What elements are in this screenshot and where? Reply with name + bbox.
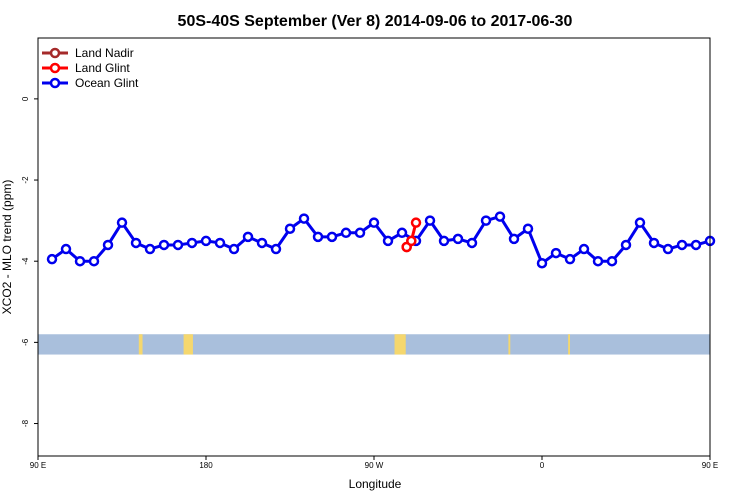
ocean-glint-point: [634, 217, 646, 228]
legend-marker-ocean-glint: [49, 77, 61, 89]
ocean-glint-point: [46, 253, 58, 265]
y-tick-label: -2: [21, 176, 30, 184]
ocean-glint-point: [74, 255, 86, 267]
ocean-glint-point: [508, 233, 520, 245]
y-tick-label: 0: [21, 96, 30, 101]
series-layer: [46, 211, 716, 269]
ocean-glint-point: [130, 237, 142, 249]
ocean-glint-point: [200, 235, 212, 247]
ocean-glint-point: [690, 239, 702, 251]
ocean-glint-point: [522, 223, 534, 234]
land-patch-0: [138, 334, 143, 355]
x-axis-label: Longitude: [349, 477, 402, 491]
ocean-glint-point: [550, 247, 562, 259]
ocean-glint-point: [158, 239, 170, 251]
legend-marker-land-nadir: [49, 47, 61, 59]
y-axis-label: XCO2 - MLO trend (ppm): [0, 180, 14, 315]
ocean-glint-point: [466, 237, 478, 249]
ocean-glint-point: [648, 237, 660, 249]
ocean-glint-point: [326, 231, 338, 243]
ocean-glint-point: [270, 243, 282, 255]
chart-title: 50S-40S September (Ver 8) 2014-09-06 to …: [178, 13, 573, 30]
ocean-glint-point: [396, 227, 408, 239]
ocean-glint-point: [60, 243, 72, 255]
ocean-glint-point: [242, 231, 254, 243]
land-patch-4: [568, 334, 570, 355]
ocean-glint-point: [186, 237, 198, 249]
x-axis-ticks: 90 E 180 90 W 0 90 E: [30, 456, 718, 470]
ocean-glint-point: [88, 255, 100, 267]
ocean-glint-point: [102, 239, 114, 251]
ocean-glint-point: [256, 237, 268, 249]
ocean-glint-point: [494, 211, 506, 222]
x-tick-label: 90 W: [365, 461, 384, 470]
y-tick-label: -8: [21, 419, 30, 427]
ocean-glint-point: [284, 223, 296, 234]
ocean-glint-point: [228, 243, 240, 255]
legend-label-ocean-glint: Ocean Glint: [75, 76, 139, 90]
ocean-glint-point: [620, 239, 632, 251]
x-tick-label: 180: [199, 461, 213, 470]
ocean-glint-point: [662, 243, 674, 255]
x-tick-label: 90 E: [30, 461, 46, 470]
legend-label-land-nadir: Land Nadir: [75, 46, 134, 60]
ocean-glint-point: [438, 235, 450, 247]
legend-marker-land-glint: [49, 62, 61, 74]
ocean-glint-point: [536, 257, 548, 269]
ocean-glint-point: [480, 215, 492, 226]
ocean-glint-point: [172, 239, 184, 251]
x-tick-label: 0: [540, 461, 545, 470]
ocean-glint-point: [340, 227, 352, 239]
ocean-band: [38, 334, 710, 355]
ocean-glint-point: [676, 239, 688, 251]
ocean-glint-point: [312, 231, 324, 243]
ocean-glint-point: [578, 243, 590, 255]
ocean-glint-point: [144, 243, 156, 255]
land-patch-3: [508, 334, 511, 355]
land-patch-2: [394, 334, 406, 355]
land-glint-point: [410, 217, 422, 228]
ocean-glint-point: [354, 227, 366, 239]
land-glint-point: [406, 235, 417, 247]
legend-label-land-glint: Land Glint: [75, 61, 130, 75]
ocean-glint-point: [592, 255, 604, 267]
y-tick-label: -4: [21, 257, 30, 265]
ocean-glint-point: [564, 253, 576, 265]
ocean-glint-point: [382, 235, 394, 247]
ocean-glint-point: [298, 213, 310, 224]
land-mask-band: [38, 334, 710, 355]
ocean-glint-point: [116, 217, 128, 228]
x-tick-label: 90 E: [702, 461, 718, 470]
ocean-glint-point: [368, 217, 380, 228]
ocean-glint-point: [606, 255, 618, 267]
ocean-glint-point: [214, 237, 226, 249]
ocean-glint-point: [424, 215, 436, 226]
ocean-glint-point: [452, 233, 464, 245]
y-axis-ticks: 0 -2 -4 -6 -8: [21, 96, 38, 427]
y-tick-label: -6: [21, 338, 30, 346]
land-patch-1: [183, 334, 193, 355]
